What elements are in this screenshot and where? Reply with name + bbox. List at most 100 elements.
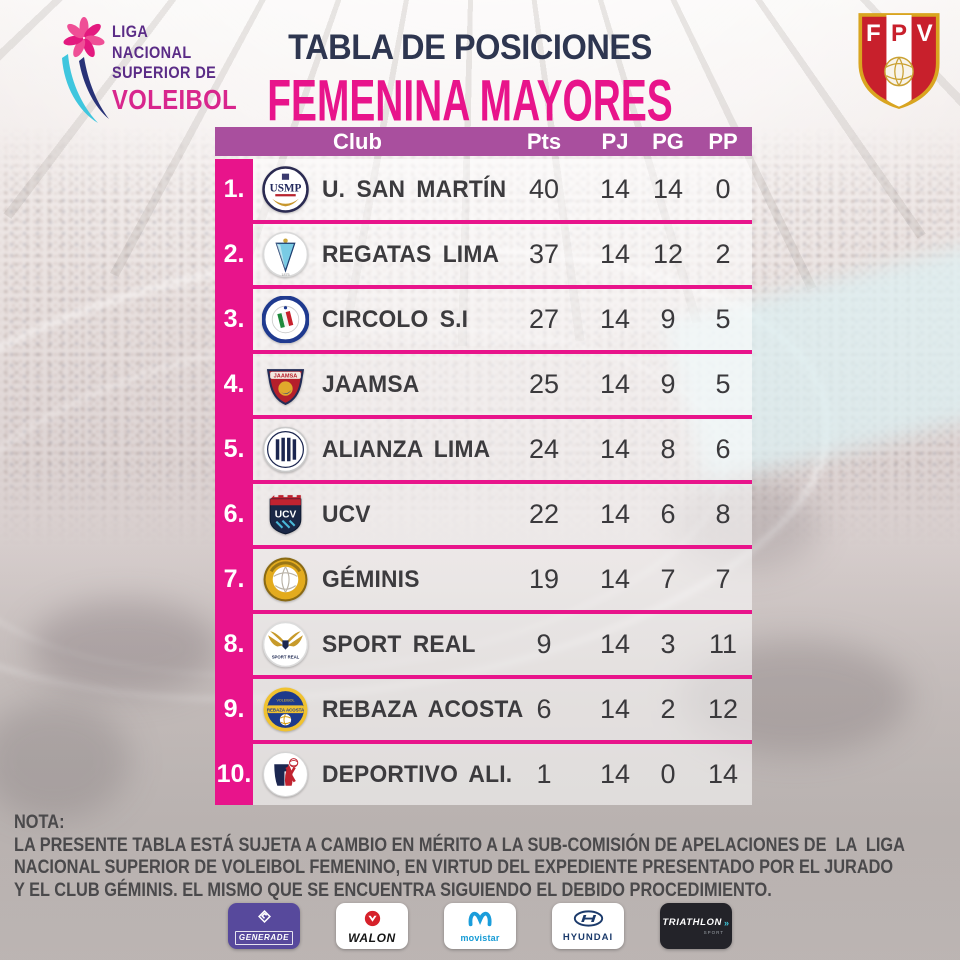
pts-value: 1 (536, 759, 552, 789)
circolo-club-logo-icon (262, 296, 309, 343)
club-name: UCV (322, 500, 371, 528)
footnote-line: Y EL CLUB GÉMINIS. EL MISMO QUE SE ENCUE… (14, 879, 772, 901)
sponsor-hyundai: HYUNDAI (552, 903, 624, 949)
svg-text:REBAZA ACOSTA: REBAZA ACOSTA (267, 707, 305, 712)
club-cell: 1875 REGATAS LIMA (253, 224, 500, 285)
club-cell: SPORT REAL SPORT REAL (253, 614, 500, 675)
club-cell: CIRCOLO S.I (253, 289, 500, 350)
pts-value: 27 (528, 304, 560, 334)
generade-logo-icon (256, 908, 273, 930)
league-logo: LIGA NACIONAL SUPERIOR DE VOLEIBOL (50, 12, 259, 126)
pj-value: 14 (599, 694, 631, 724)
hyundai-logo-icon (573, 909, 604, 932)
svg-text:UCV: UCV (275, 510, 297, 521)
table-row: 10. DEPORTIVO ALI. 1 14 0 14 (215, 744, 752, 805)
pts-value: 37 (528, 239, 560, 269)
pts-value: 6 (536, 694, 552, 724)
club-name: REGATAS LIMA (322, 240, 500, 268)
table-row: 2. 1875 REGATAS LIMA 37 14 12 2 (215, 224, 752, 289)
movistar-logo-icon (467, 909, 494, 932)
pj-value: 14 (599, 629, 631, 659)
alianza-club-logo-icon (262, 426, 309, 473)
pts-value: 24 (528, 434, 560, 464)
svg-text:1875: 1875 (281, 273, 289, 277)
pp-value: 2 (715, 239, 731, 269)
rank-cell: 2. (215, 224, 253, 285)
footnote-line: LA PRESENTE TABLA ESTÁ SUJETA A CAMBIO E… (14, 834, 905, 856)
league-logo-line: LIGA (112, 22, 149, 41)
club-cell: UCV UCV (253, 484, 500, 545)
rank-cell: 8. (215, 614, 253, 675)
pp-value: 14 (707, 759, 739, 789)
pg-value: 2 (660, 694, 676, 724)
rank-cell: 4. (215, 354, 253, 415)
table-row: 5. ALIANZA LIMA 24 14 8 6 (215, 419, 752, 484)
pg-value: 14 (652, 174, 684, 204)
pts-value: 19 (528, 564, 560, 594)
svg-text:USMP: USMP (270, 183, 302, 195)
pts-value: 22 (528, 499, 560, 529)
sponsor-walon: WALON (336, 903, 408, 949)
pg-value: 8 (660, 434, 676, 464)
column-header-pj: PJ (601, 129, 629, 154)
club-cell: GÉMINIS (253, 549, 500, 610)
club-name: JAAMSA (322, 370, 420, 398)
svg-text:JAAMSA: JAAMSA (274, 373, 298, 379)
rebaza-club-logo-icon: VOLEIBOL REBAZA ACOSTA (262, 686, 309, 733)
pts-value: 40 (528, 174, 560, 204)
club-cell: ALIANZA LIMA (253, 419, 500, 480)
federation-letter: P (891, 20, 907, 47)
club-name: CIRCOLO S.I (322, 305, 469, 333)
sportreal-club-logo-icon: SPORT REAL (262, 621, 309, 668)
usmp-club-logo-icon: USMP (262, 166, 309, 213)
sponsor-triathlon: TRIATHLON» SPORT (660, 903, 732, 949)
rank-cell: 10. (215, 744, 253, 805)
rank-cell: 5. (215, 419, 253, 480)
club-name: DEPORTIVO ALI. (322, 760, 513, 788)
svg-text:VOLEIBOL: VOLEIBOL (276, 698, 294, 702)
league-logo-line: VOLEIBOL (112, 83, 238, 115)
league-logo-mark-icon (62, 17, 109, 123)
club-name: REBAZA ACOSTA (322, 695, 524, 723)
pp-value: 8 (715, 499, 731, 529)
geminis-club-logo-icon (262, 556, 309, 603)
sponsor-label: GENERADE (234, 930, 294, 945)
jaamsa-club-logo-icon: JAAMSA (262, 361, 309, 408)
pg-value: 12 (652, 239, 684, 269)
walon-logo-icon (364, 910, 381, 932)
pj-value: 14 (599, 304, 631, 334)
pg-value: 3 (660, 629, 676, 659)
table-row: 8. SPORT REAL SPORT REAL 9 14 3 11 (215, 614, 752, 679)
page-title: TABLA DE POSICIONES (288, 28, 652, 67)
header: TABLA DE POSICIONES FEMENINA MAYORES (170, 28, 770, 133)
footnote-label: NOTA: (14, 812, 65, 833)
club-name: SPORT REAL (322, 630, 476, 658)
pj-value: 14 (599, 174, 631, 204)
table-header-row: Club Pts PJ PG PP (215, 127, 752, 156)
crowd-blur-blob (30, 600, 220, 695)
pj-value: 14 (599, 239, 631, 269)
table-row: 3. CIRCOLO S.I 27 14 9 5 (215, 289, 752, 354)
table-body: 1. USMP U. SAN MARTÍN 40 14 14 0 2. 1875 REGATAS … (215, 159, 752, 805)
table-row: 4. JAAMSA JAAMSA 25 14 9 5 (215, 354, 752, 419)
federation-logo-icon: F P V (858, 13, 940, 109)
svg-text:SPORT REAL: SPORT REAL (272, 654, 300, 659)
rank-cell: 6. (215, 484, 253, 545)
pp-value: 6 (715, 434, 731, 464)
footnote-line: NACIONAL SUPERIOR DE VOLEIBOL FEMENINO, … (14, 857, 894, 878)
pj-value: 14 (599, 499, 631, 529)
sponsor-label: TRIATHLON» (662, 916, 730, 928)
club-name: U. SAN MARTÍN (322, 175, 507, 203)
ucv-club-logo-icon: UCV (262, 491, 309, 538)
federation-letter: F (866, 20, 881, 47)
club-cell: DEPORTIVO ALI. (253, 744, 512, 805)
league-logo-line: NACIONAL (112, 42, 192, 62)
rank-cell: 7. (215, 549, 253, 610)
pp-value: 12 (707, 694, 739, 724)
rank-cell: 3. (215, 289, 253, 350)
pg-value: 9 (660, 304, 676, 334)
rank-cell: 9. (215, 679, 253, 740)
table-row: 1. USMP U. SAN MARTÍN 40 14 14 0 (215, 159, 752, 224)
sponsor-movistar: movistar (444, 903, 516, 949)
